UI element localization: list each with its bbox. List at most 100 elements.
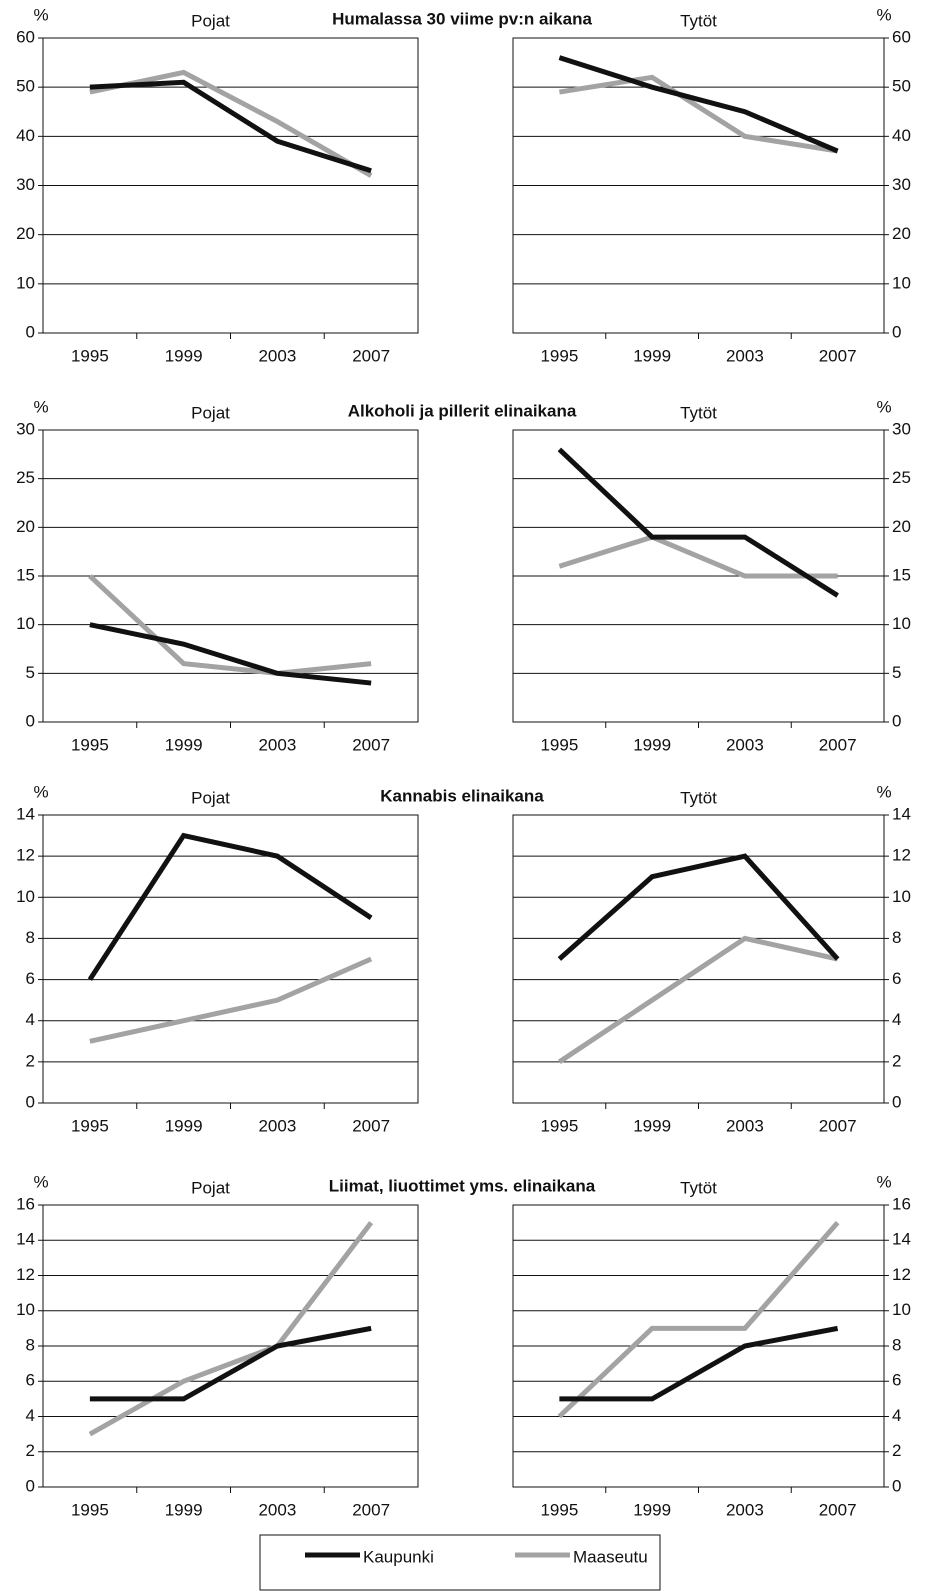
series-line (557, 935, 839, 1064)
panel-title: Pojat (191, 11, 230, 30)
y-tick-label: 8 (892, 1335, 901, 1354)
series-line (557, 1220, 840, 1419)
y-tick-label: 10 (892, 614, 911, 633)
y-tick-label: 6 (26, 969, 35, 988)
x-tick-label: 2003 (258, 735, 296, 754)
y-tick-label: 4 (26, 1010, 35, 1029)
x-tick-label: 2007 (352, 735, 390, 754)
y-tick-label: 14 (892, 1230, 911, 1249)
y-tick-label: 14 (16, 1230, 35, 1249)
x-tick-label: 2007 (819, 1500, 857, 1519)
y-tick-label: 0 (26, 322, 35, 341)
section-title: Liimat, liuottimet yms. elinaikana (329, 1176, 596, 1195)
y-tick-label: 16 (892, 1194, 911, 1213)
unit-label: % (876, 1172, 891, 1191)
y-tick-label: 8 (892, 928, 901, 947)
y-tick-label: 60 (892, 27, 911, 46)
series-line (88, 1221, 374, 1437)
y-tick-label: 30 (16, 419, 35, 438)
y-tick-label: 8 (26, 928, 35, 947)
y-tick-label: 14 (892, 804, 911, 823)
y-tick-label: 10 (892, 887, 911, 906)
series-line (558, 534, 838, 579)
y-tick-label: 8 (26, 1335, 35, 1354)
x-tick-label: 1995 (71, 735, 109, 754)
x-tick-label: 1999 (165, 1500, 203, 1519)
panel-title: Tytöt (680, 11, 717, 30)
y-tick-label: 40 (892, 126, 911, 145)
y-tick-label: 25 (892, 468, 911, 487)
panel-title: Tytöt (680, 788, 717, 807)
x-tick-label: 2003 (726, 1116, 764, 1135)
y-tick-label: 10 (892, 273, 911, 292)
unit-label: % (33, 5, 48, 24)
panel-title: Pojat (191, 788, 230, 807)
y-tick-label: 2 (26, 1051, 35, 1070)
unit-label: % (876, 397, 891, 416)
y-tick-label: 4 (892, 1406, 901, 1425)
y-tick-label: 0 (26, 1476, 35, 1495)
y-tick-label: 4 (26, 1406, 35, 1425)
x-tick-label: 2003 (726, 1500, 764, 1519)
series-line (87, 832, 373, 981)
y-tick-label: 10 (16, 1300, 35, 1319)
y-tick-label: 2 (892, 1441, 901, 1460)
x-tick-label: 2007 (352, 1500, 390, 1519)
unit-label: % (33, 782, 48, 801)
y-tick-label: 30 (892, 419, 911, 438)
x-tick-label: 2007 (819, 735, 857, 754)
y-tick-label: 0 (892, 1092, 901, 1111)
y-tick-label: 12 (16, 1265, 35, 1284)
y-tick-label: 0 (892, 322, 901, 341)
y-tick-label: 6 (892, 1371, 901, 1390)
series-line (89, 1325, 372, 1402)
section-title: Kannabis elinaikana (380, 786, 544, 805)
y-tick-label: 20 (892, 517, 911, 536)
y-tick-label: 20 (16, 224, 35, 243)
y-tick-label: 12 (892, 1265, 911, 1284)
y-tick-label: 0 (892, 1476, 901, 1495)
section-title: Humalassa 30 viime pv:n aikana (332, 9, 592, 28)
x-tick-label: 1995 (540, 735, 578, 754)
panel-title: Pojat (191, 403, 230, 422)
series-line (557, 853, 840, 961)
y-tick-label: 50 (892, 77, 911, 96)
x-tick-label: 1999 (633, 346, 671, 365)
unit-label: % (33, 1172, 48, 1191)
series-line (89, 622, 372, 686)
x-tick-label: 2003 (258, 1116, 296, 1135)
x-tick-label: 2007 (352, 346, 390, 365)
y-tick-label: 60 (16, 27, 35, 46)
legend-label: Kaupunki (363, 1547, 434, 1566)
y-tick-label: 15 (16, 565, 35, 584)
y-tick-label: 10 (16, 273, 35, 292)
panel-title: Tytöt (680, 1178, 717, 1197)
x-tick-label: 1999 (165, 1116, 203, 1135)
y-tick-label: 25 (16, 468, 35, 487)
series-line (558, 74, 839, 154)
y-tick-label: 12 (892, 846, 911, 865)
y-tick-label: 2 (26, 1441, 35, 1460)
legend-box (259, 1534, 661, 1591)
y-tick-label: 50 (16, 77, 35, 96)
y-tick-label: 30 (892, 175, 911, 194)
y-tick-label: 0 (26, 711, 35, 730)
y-tick-label: 16 (16, 1194, 35, 1213)
panel-title: Tytöt (680, 403, 717, 422)
x-tick-label: 2007 (819, 346, 857, 365)
y-tick-label: 20 (892, 224, 911, 243)
y-tick-label: 30 (16, 175, 35, 194)
x-tick-label: 2007 (352, 1116, 390, 1135)
unit-label: % (876, 782, 891, 801)
x-tick-label: 2003 (726, 346, 764, 365)
panel-title: Pojat (191, 1178, 230, 1197)
x-tick-label: 1995 (71, 346, 109, 365)
x-tick-label: 1995 (540, 1500, 578, 1519)
x-tick-label: 1995 (71, 1116, 109, 1135)
y-tick-label: 5 (892, 663, 901, 682)
series-line (88, 574, 372, 676)
x-tick-label: 2007 (819, 1116, 857, 1135)
x-tick-label: 1999 (633, 1116, 671, 1135)
x-tick-label: 1999 (165, 346, 203, 365)
